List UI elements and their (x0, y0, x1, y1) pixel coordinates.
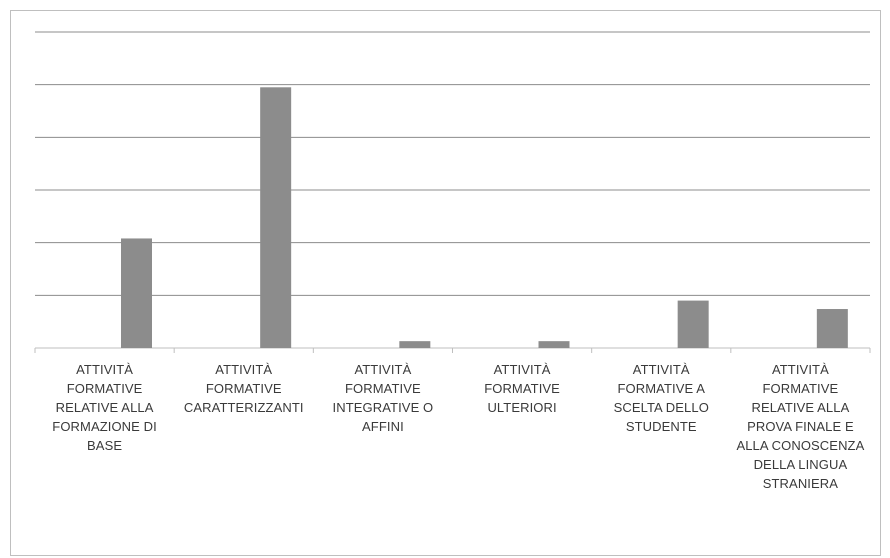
bar (399, 341, 431, 348)
bar (816, 309, 848, 348)
x-tick-label: ATTIVITÀ FORMATIVE ULTERIORI (484, 362, 560, 415)
bar (677, 300, 709, 348)
x-tick-label: ATTIVITÀ FORMATIVE RELATIVE ALLA FORMAZI… (52, 362, 157, 453)
bar (538, 341, 570, 348)
x-tick-label: ATTIVITÀ FORMATIVE RELATIVE ALLA PROVA F… (736, 362, 865, 491)
bar (260, 87, 292, 349)
bar (121, 238, 152, 348)
x-tick-label: ATTIVITÀ FORMATIVE A SCELTA DELLO STUDEN… (613, 362, 709, 434)
x-tick-label: ATTIVITÀ FORMATIVE INTEGRATIVE O AFFINI (332, 362, 434, 434)
chart-frame: ATTIVITÀ FORMATIVE RELATIVE ALLA FORMAZI… (10, 10, 881, 556)
chart-plot (34, 31, 871, 353)
x-tick-label: ATTIVITÀ FORMATIVE CARATTERIZZANTI (183, 362, 304, 415)
